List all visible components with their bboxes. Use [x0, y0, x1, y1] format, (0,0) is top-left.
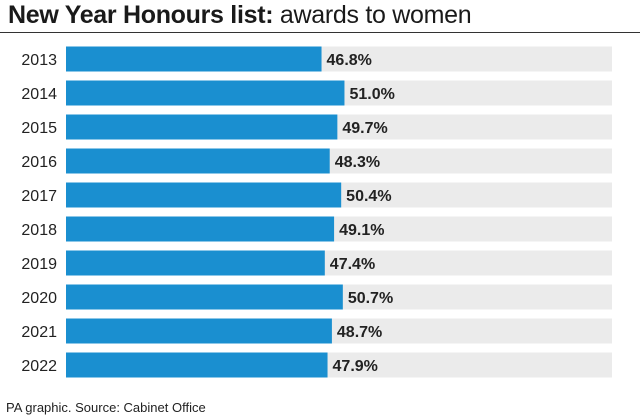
value-label: 47.9% — [333, 358, 378, 375]
chart-title-bold: New Year Honours list: — [8, 1, 274, 29]
bar-2019 — [66, 250, 325, 276]
chart-title-rest: awards to women — [273, 1, 472, 29]
bar-2021 — [66, 318, 332, 344]
year-label: 2022 — [21, 358, 57, 375]
year-label: 2016 — [21, 154, 57, 171]
bar-2020 — [66, 284, 343, 310]
year-label: 2019 — [21, 256, 57, 273]
value-label: 47.4% — [330, 256, 375, 273]
chart-title: New Year Honours list: awards to women — [8, 0, 472, 30]
bar-2013 — [66, 46, 322, 72]
year-label: 2014 — [21, 86, 57, 103]
year-label: 2021 — [21, 324, 57, 341]
source-note: PA graphic. Source: Cabinet Office — [6, 400, 206, 415]
bar-2015 — [66, 114, 338, 140]
value-label: 49.7% — [342, 120, 387, 137]
year-label: 2015 — [21, 120, 57, 137]
bar-2016 — [66, 148, 330, 174]
bar-2017 — [66, 182, 342, 208]
value-label: 49.1% — [339, 222, 384, 239]
value-label: 48.3% — [335, 154, 380, 171]
value-label: 48.7% — [337, 324, 382, 341]
title-divider — [0, 32, 640, 33]
bar-2022 — [66, 352, 328, 378]
bar-2014 — [66, 80, 345, 106]
value-label: 50.4% — [346, 188, 391, 205]
year-label: 2017 — [21, 188, 57, 205]
year-label: 2018 — [21, 222, 57, 239]
bar-2018 — [66, 216, 335, 242]
value-label: 51.0% — [349, 86, 394, 103]
year-label: 2013 — [21, 52, 57, 69]
value-label: 46.8% — [327, 52, 372, 69]
value-label: 50.7% — [348, 290, 393, 307]
year-label: 2020 — [21, 290, 57, 307]
